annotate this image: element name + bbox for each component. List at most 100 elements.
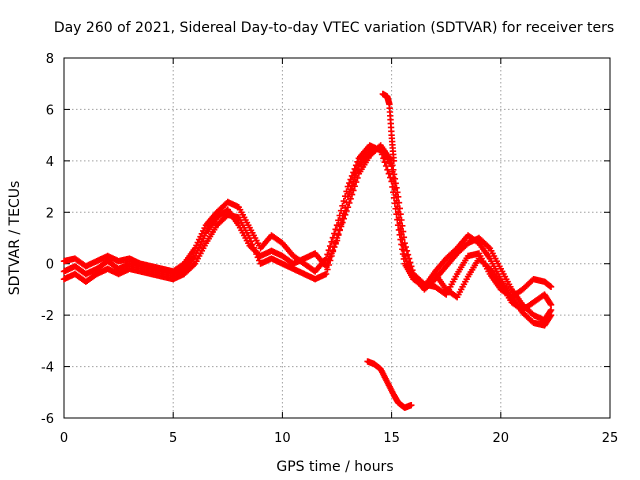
data-point <box>391 175 399 183</box>
data-point <box>390 166 397 174</box>
y-tick-label: 8 <box>46 52 54 67</box>
data-point <box>380 155 387 162</box>
y-tick-label: 2 <box>46 206 54 221</box>
data-point <box>254 254 262 261</box>
data-point <box>348 191 356 198</box>
data-point <box>547 300 554 307</box>
data-point <box>251 247 259 255</box>
data-point <box>390 194 398 202</box>
data-point <box>408 263 415 270</box>
y-tick-label: 0 <box>46 258 54 273</box>
data-point <box>351 183 358 190</box>
data-point <box>408 401 415 409</box>
data-point <box>398 241 405 248</box>
data-point <box>324 251 331 258</box>
x-tick-label: 15 <box>383 431 400 446</box>
data-point <box>337 207 345 214</box>
data-point <box>395 226 403 234</box>
data-point <box>388 178 395 185</box>
data-point <box>390 171 398 178</box>
data-point <box>324 266 331 273</box>
x-tick-label: 10 <box>274 431 291 446</box>
data-point <box>341 193 349 200</box>
data-point <box>331 243 338 251</box>
data-point <box>344 183 352 190</box>
data-point <box>350 187 357 194</box>
data-point <box>336 212 343 219</box>
data-point <box>339 202 346 210</box>
y-tick-label: -2 <box>41 309 54 324</box>
data-point <box>404 251 412 258</box>
data-point <box>396 231 403 238</box>
data-point <box>346 199 353 207</box>
data-point <box>393 184 400 192</box>
data-point <box>322 270 330 278</box>
x-tick-label: 5 <box>169 431 177 446</box>
series-spike <box>379 90 397 165</box>
data-point <box>378 151 386 158</box>
data-point <box>398 216 405 224</box>
x-tick-labels: 0 5 10 15 20 25 <box>60 431 618 446</box>
data-point <box>344 203 352 211</box>
grid <box>64 58 610 418</box>
data-point <box>354 174 361 182</box>
data-point <box>333 221 341 229</box>
x-axis-label: GPS time / hours <box>276 459 393 475</box>
data-point <box>341 211 349 219</box>
data-point <box>547 301 555 309</box>
data-point <box>336 227 343 234</box>
data-point <box>347 176 354 183</box>
data-point <box>394 189 401 196</box>
data-point <box>346 179 353 187</box>
data-point <box>332 226 339 233</box>
series-track-a <box>60 144 555 324</box>
data-point <box>397 211 404 218</box>
data-point <box>340 215 348 222</box>
data-point <box>332 239 339 246</box>
data-point <box>387 174 394 181</box>
data-point <box>352 162 360 169</box>
data-point <box>381 158 388 166</box>
data-point <box>350 169 357 176</box>
data-point <box>247 238 255 245</box>
plot-frame <box>63 57 611 419</box>
data-point <box>339 219 346 226</box>
data-point <box>397 236 404 243</box>
y-tick-label: -6 <box>41 412 54 427</box>
data-point <box>354 158 361 166</box>
y-axis-label: SDTVAR / TECUs <box>7 181 23 296</box>
data-point <box>394 193 402 201</box>
data-point <box>389 162 396 169</box>
data-point <box>333 234 341 242</box>
data-point <box>246 234 253 242</box>
data-point <box>329 248 337 255</box>
data-point <box>399 222 406 229</box>
data-point <box>352 178 360 186</box>
data-point <box>322 255 330 262</box>
data-point <box>401 239 408 247</box>
data-point <box>547 313 554 320</box>
y-tick-label: 4 <box>46 155 54 170</box>
data-point <box>340 197 348 205</box>
data-point <box>405 255 413 262</box>
data-point <box>399 228 407 235</box>
data-point <box>253 250 260 258</box>
data-point <box>400 234 408 241</box>
x-tick-label: 0 <box>60 431 68 446</box>
data-point <box>335 217 342 224</box>
data-point <box>396 205 403 212</box>
data-point <box>403 247 411 255</box>
data-point <box>547 283 555 291</box>
data-point <box>390 157 397 165</box>
data-point <box>347 195 354 202</box>
data-point <box>335 230 342 238</box>
data-point <box>328 252 335 260</box>
data-point <box>250 244 257 251</box>
data-point <box>325 261 333 269</box>
data-point <box>409 266 416 274</box>
series-low-arc <box>364 358 415 411</box>
data-point <box>337 223 345 230</box>
series-track-c <box>60 142 555 301</box>
data-point <box>395 199 403 206</box>
